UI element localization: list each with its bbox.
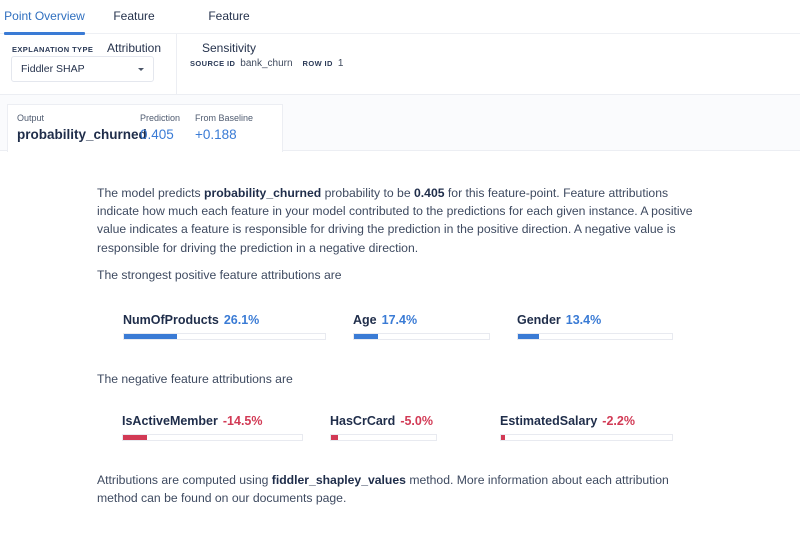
feature-hascrcard: HasCrCard -5.0% [330,414,433,428]
text-segment: for this feature-point. Feature attribut… [97,186,693,255]
baseline-label: From Baseline [195,113,254,123]
controls-row: EXPLANATION TYPE Fiddler SHAP SOURCE ID b… [0,34,800,95]
explanation-type-select[interactable]: Fiddler SHAP [11,56,154,82]
feature-bar [123,333,326,340]
footer-text: Attributions are computed using fiddler_… [97,471,707,507]
positive-heading: The strongest positive feature attributi… [97,268,342,282]
row-id-label: ROW ID [302,59,333,68]
feature-name: EstimatedSalary [500,414,598,428]
description-paragraph: The model predicts probability_churned p… [97,184,707,257]
tab-feature-attribution[interactable]: Feature Attribution [106,9,162,55]
explanation-type-panel: EXPLANATION TYPE Fiddler SHAP [0,34,177,95]
text-segment: Attributions are computed using [97,473,272,487]
feature-isactivemember: IsActiveMember -14.5% [122,414,262,428]
feature-value: 17.4% [381,313,418,327]
output-label: Output [17,113,45,123]
feature-value: 26.1% [223,313,260,327]
footer-paragraph: Attributions are computed using fiddler_… [97,471,707,507]
feature-bar-fill [123,435,147,440]
feature-value: -2.2% [602,414,635,428]
baseline-value: +0.188 [195,127,237,142]
feature-name: Age [353,313,377,327]
output-column: Output probability_churned [17,113,147,142]
feature-name: NumOfProducts [123,313,219,327]
prediction-value: 0.405 [140,127,174,142]
feature-bar [500,434,673,441]
output-strip: Output probability_churned Prediction 0.… [0,95,800,152]
method-name-bold: fiddler_shapley_values [271,473,406,487]
row-id-value: 1 [337,58,344,69]
feature-gender: Gender 13.4% [517,313,601,327]
feature-bar-fill [354,334,378,339]
explanation-type-value: Fiddler SHAP [21,63,85,75]
source-id-value: bank_churn [240,58,293,69]
feature-numofproducts: NumOfProducts 26.1% [123,313,259,327]
negative-heading: The negative feature attributions are [97,372,293,386]
feature-value: -14.5% [222,414,263,428]
prediction-label: Prediction [140,113,181,123]
prediction-column: Prediction 0.405 [140,113,180,142]
explanation-type-label: EXPLANATION TYPE [12,45,94,54]
feature-bar-fill [124,334,177,339]
feature-bar [517,333,673,340]
tab-feature-sensitivity[interactable]: Feature Sensitivity [201,9,257,55]
feature-name: IsActiveMember [122,414,218,428]
caret-down-icon [138,68,144,71]
feature-name: HasCrCard [330,414,396,428]
feature-age: Age 17.4% [353,313,417,327]
feature-estimatedsalary: EstimatedSalary -2.2% [500,414,635,428]
output-value: probability_churned [17,127,147,142]
source-id-label: SOURCE ID [190,59,236,68]
text-segment: The model predicts [97,186,205,200]
tab-point-overview[interactable]: Point Overview [4,0,85,35]
tab-bar: Point Overview Feature Attribution Featu… [0,0,800,55]
output-name-bold: probability_churned [204,186,322,200]
feature-bar [353,333,490,340]
feature-bar-fill [501,435,505,440]
prediction-bold: 0.405 [414,186,445,200]
baseline-column: From Baseline +0.188 [195,113,253,142]
text-segment: probability to be [321,186,415,200]
feature-bar [122,434,303,441]
feature-value: 13.4% [565,313,602,327]
text-segment: method. More information about each attr… [97,473,669,506]
source-meta: SOURCE ID bank_churn ROW ID 1 [190,58,353,69]
feature-name: Gender [517,313,561,327]
feature-bar [330,434,437,441]
description-text: The model predicts probability_churned p… [97,184,707,267]
feature-value: -5.0% [400,414,433,428]
feature-bar-fill [518,334,539,339]
feature-bar-fill [331,435,338,440]
output-card[interactable]: Output probability_churned Prediction 0.… [7,104,283,152]
